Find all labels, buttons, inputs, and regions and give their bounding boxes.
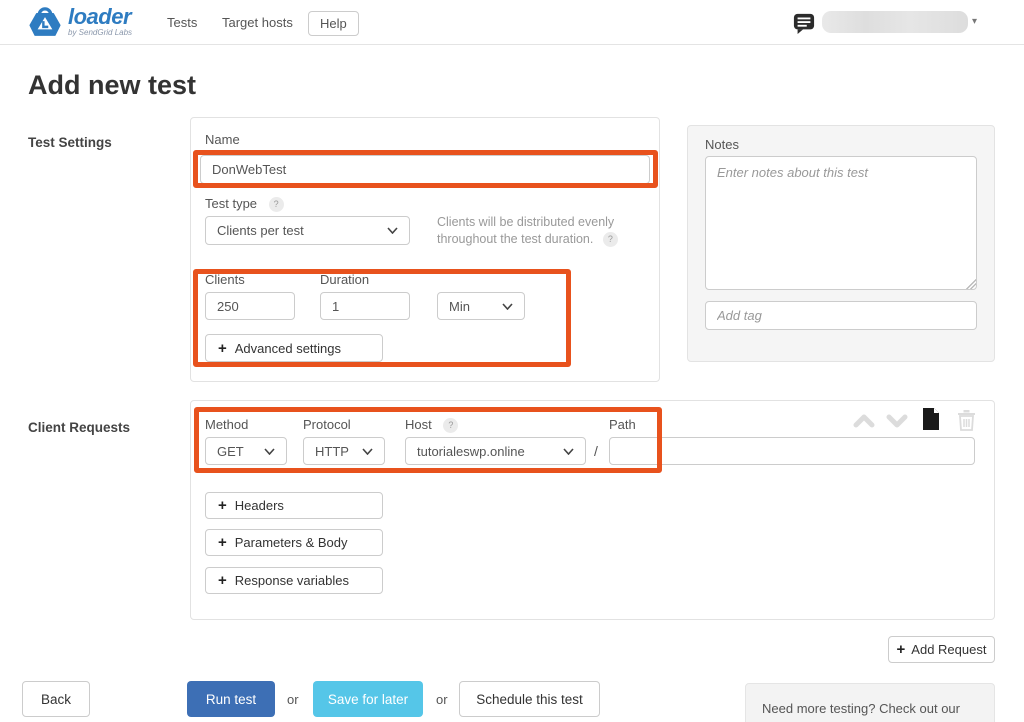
chevron-down-icon <box>563 447 574 455</box>
duration-label: Duration <box>320 272 370 287</box>
or-separator: or <box>436 692 448 707</box>
path-label: Path <box>609 417 636 432</box>
logo-text: loader by SendGrid Labs <box>68 4 133 38</box>
host-select[interactable]: tutorialeswp.online <box>405 437 586 465</box>
name-label: Name <box>205 132 240 147</box>
add-tag-input[interactable] <box>705 301 977 330</box>
add-request-button[interactable]: + Add Request <box>888 636 995 663</box>
test-type-select[interactable]: Clients per test <box>205 216 410 245</box>
chevron-down-icon <box>362 447 373 455</box>
loader-logo[interactable]: loader by SendGrid Labs <box>27 4 132 40</box>
back-button[interactable]: Back <box>22 681 90 717</box>
duration-unit-select[interactable]: Min <box>437 292 525 320</box>
navbar: loader by SendGrid Labs Tests Target hos… <box>0 0 1024 45</box>
account-name-redacted[interactable] <box>822 11 968 33</box>
save-for-later-button[interactable]: Save for later <box>313 681 423 717</box>
duration-input[interactable] <box>320 292 410 320</box>
path-slash-separator: / <box>594 443 598 459</box>
client-requests-section-label: Client Requests <box>28 420 131 435</box>
protocol-label: Protocol <box>303 417 351 432</box>
notes-label: Notes <box>705 137 739 152</box>
method-select[interactable]: GET <box>205 437 287 465</box>
hint-help-icon[interactable]: ? <box>602 232 618 248</box>
clients-label: Clients <box>205 272 245 287</box>
move-request-up-icon[interactable] <box>853 413 875 429</box>
test-type-hint: Clients will be distributed evenly throu… <box>437 214 659 248</box>
schedule-this-test-button[interactable]: Schedule this test <box>459 681 600 717</box>
move-request-down-icon[interactable] <box>886 413 908 429</box>
nav-item-tests[interactable]: Tests <box>167 15 198 30</box>
chat-feedback-icon[interactable] <box>793 12 815 34</box>
chevron-down-icon <box>502 302 513 310</box>
test-settings-section-label: Test Settings <box>28 135 112 150</box>
test-name-input[interactable] <box>200 155 650 184</box>
account-dropdown-caret-icon[interactable]: ▾ <box>972 16 978 27</box>
chevron-down-icon <box>387 227 398 234</box>
duplicate-request-icon[interactable] <box>921 408 941 432</box>
clients-input[interactable] <box>205 292 295 320</box>
run-test-button[interactable]: Run test <box>187 681 275 717</box>
help-button[interactable]: Help <box>308 11 359 36</box>
test-type-label: Test type ? <box>205 196 284 213</box>
headers-expander-button[interactable]: + Headers <box>205 492 383 519</box>
pro-plan-link[interactable]: Pro Plan <box>762 720 812 722</box>
plus-icon: + <box>218 497 227 514</box>
path-input[interactable] <box>609 437 975 465</box>
plus-icon: + <box>218 572 227 589</box>
chevron-down-icon <box>264 447 275 455</box>
test-type-help-icon[interactable]: ? <box>268 197 284 213</box>
response-variables-expander-button[interactable]: + Response variables <box>205 567 383 594</box>
pro-plan-promo: Need more testing? Check out our Pro Pla… <box>745 683 995 722</box>
advanced-settings-button[interactable]: + Advanced settings <box>205 334 383 362</box>
plus-icon: + <box>218 534 227 551</box>
notes-textarea[interactable] <box>705 156 977 290</box>
logo-subtitle: by SendGrid Labs <box>68 28 133 37</box>
loader-logo-icon <box>29 7 61 36</box>
host-help-icon[interactable]: ? <box>443 418 459 434</box>
host-label: Host ? <box>405 417 459 434</box>
method-label: Method <box>205 417 249 432</box>
parameters-body-expander-button[interactable]: + Parameters & Body <box>205 529 383 556</box>
page-title: Add new test <box>28 70 197 100</box>
protocol-select[interactable]: HTTP <box>303 437 385 465</box>
delete-request-icon[interactable] <box>957 409 976 431</box>
logo-title: loader <box>68 4 132 29</box>
nav-item-target-hosts[interactable]: Target hosts <box>222 15 293 30</box>
plus-icon: + <box>896 641 906 658</box>
plus-icon: + <box>218 339 227 357</box>
or-separator: or <box>287 692 299 707</box>
